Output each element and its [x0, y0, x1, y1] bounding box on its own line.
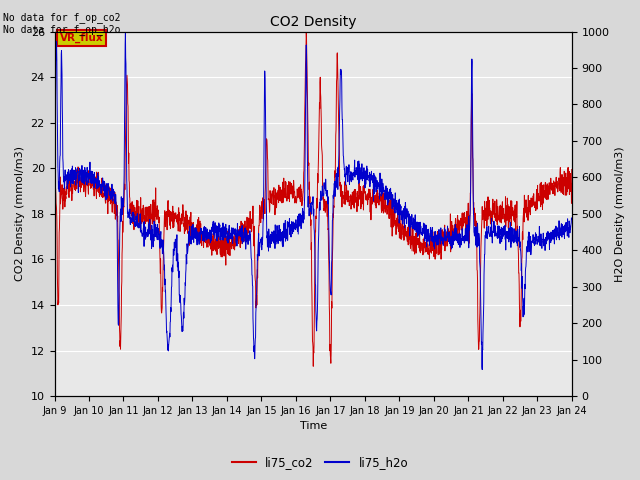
li75_co2 — [568, 167, 575, 172]
li75_h2o — [478, 367, 486, 372]
Text: VR_flux: VR_flux — [60, 33, 103, 43]
li75_co2 — [309, 363, 317, 369]
li75_h2o — [289, 231, 296, 237]
X-axis label: Time: Time — [300, 421, 327, 432]
li75_h2o — [568, 216, 575, 222]
li75_co2 — [77, 179, 84, 184]
li75_h2o — [458, 227, 466, 232]
Text: No data for f_op_co2
No data for f_op_h2o: No data for f_op_co2 No data for f_op_h2… — [3, 12, 121, 36]
li75_h2o — [51, 177, 58, 182]
li75_co2 — [554, 183, 561, 189]
li75_h2o — [553, 230, 561, 236]
li75_h2o — [122, 29, 129, 35]
Y-axis label: H2O Density (mmol/m3): H2O Density (mmol/m3) — [615, 146, 625, 282]
li75_co2 — [553, 178, 561, 184]
Legend: li75_co2, li75_h2o: li75_co2, li75_h2o — [227, 452, 413, 474]
li75_h2o — [554, 225, 561, 231]
Line: li75_h2o: li75_h2o — [54, 32, 572, 370]
li75_h2o — [303, 42, 310, 48]
li75_co2 — [302, 40, 310, 46]
Title: CO2 Density: CO2 Density — [270, 15, 356, 29]
li75_co2 — [303, 29, 310, 35]
Line: li75_co2: li75_co2 — [54, 32, 572, 366]
li75_h2o — [77, 168, 84, 174]
li75_co2 — [289, 194, 296, 200]
Y-axis label: CO2 Density (mmol/m3): CO2 Density (mmol/m3) — [15, 146, 25, 281]
li75_co2 — [458, 210, 466, 216]
li75_co2 — [51, 202, 58, 207]
